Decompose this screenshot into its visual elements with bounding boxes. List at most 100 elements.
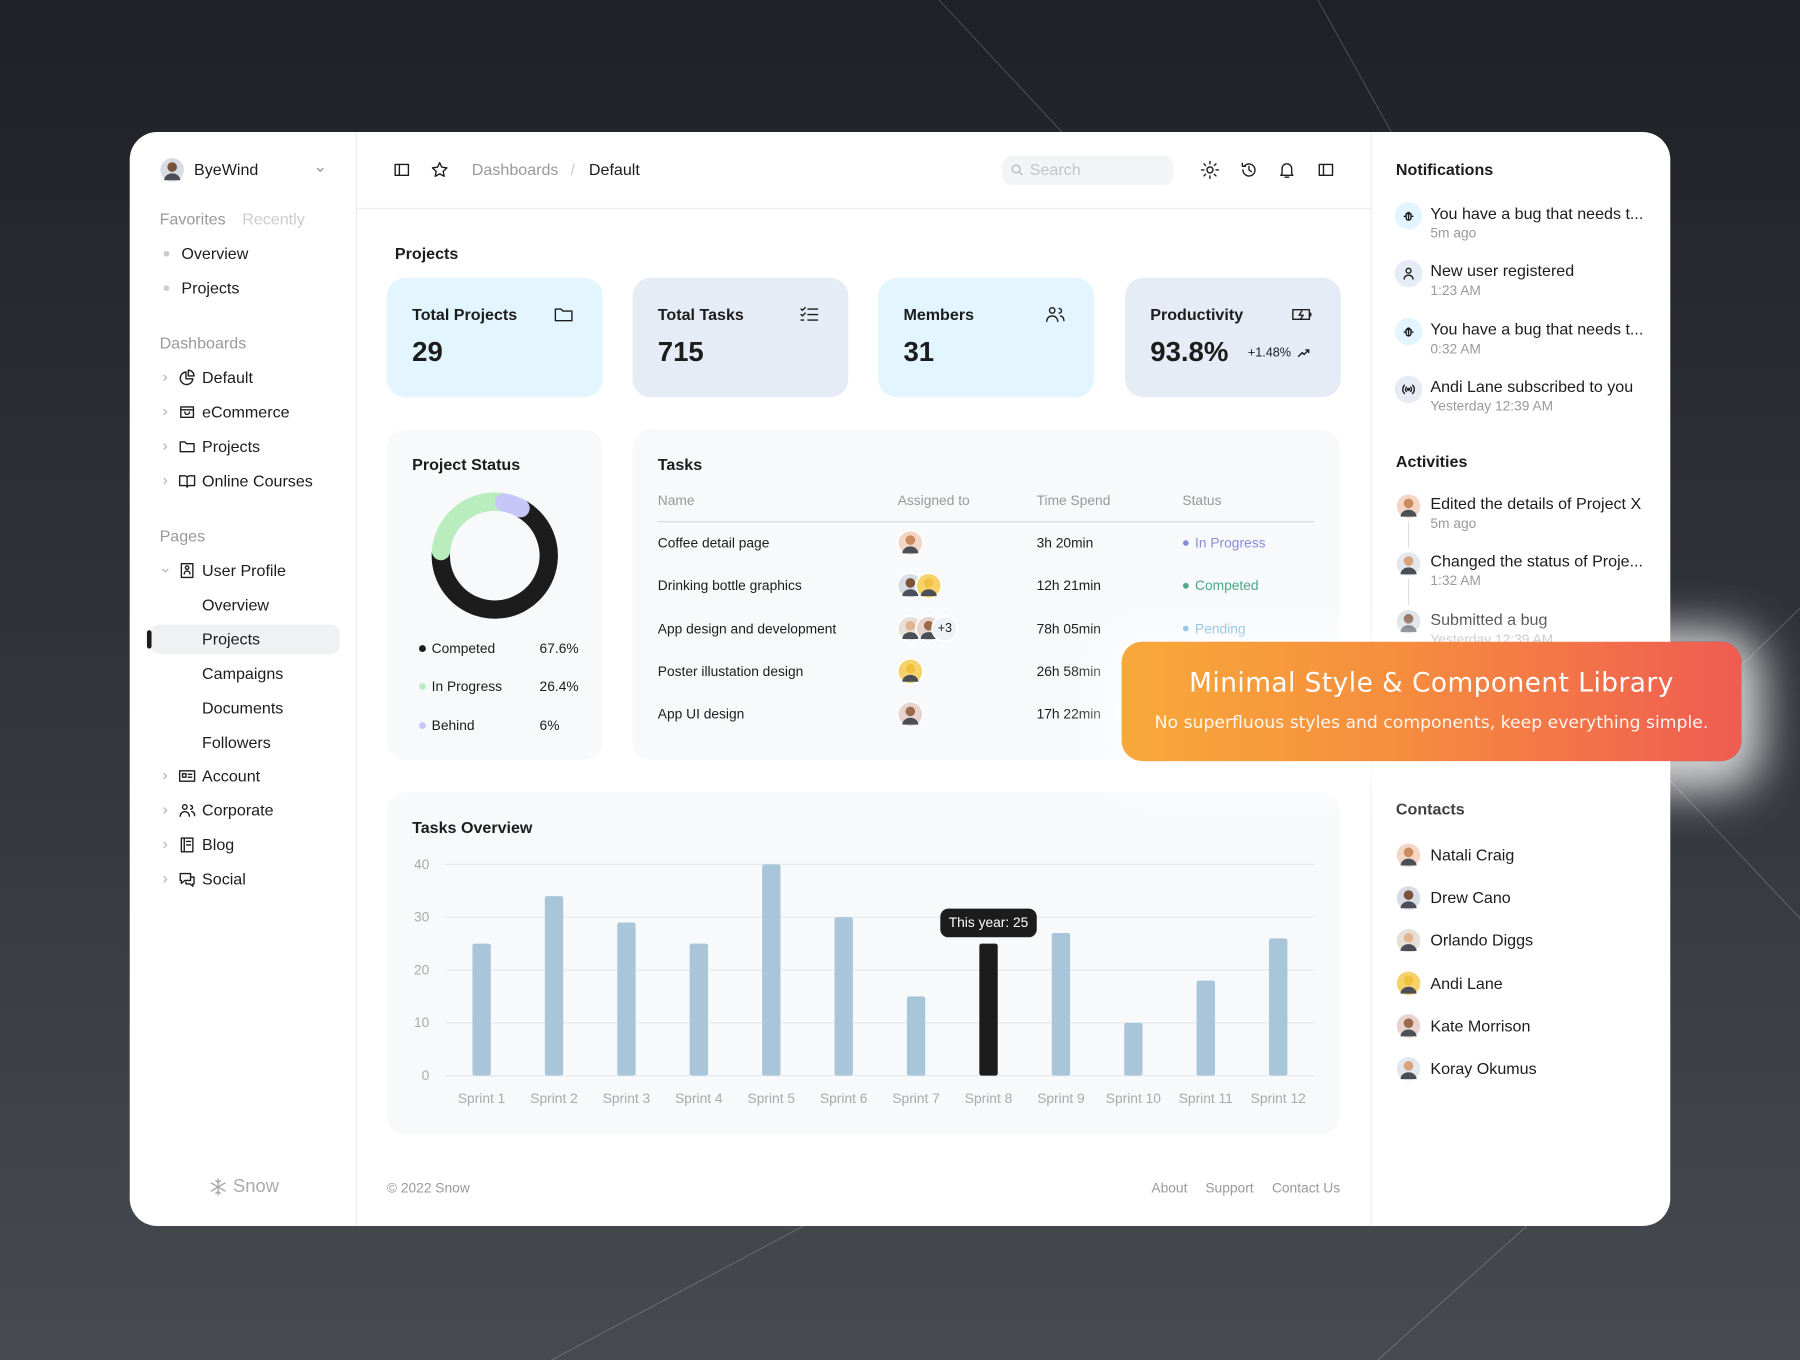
task-name: Poster illustation design xyxy=(657,663,804,680)
contact-name[interactable]: Orlando Diggs xyxy=(1430,930,1534,950)
card-icon xyxy=(1046,306,1065,323)
breadcrumb-separator: / xyxy=(570,160,576,179)
time-spent: 78h 05min xyxy=(1036,620,1101,637)
nav-item[interactable]: Projects xyxy=(181,278,240,297)
status-card xyxy=(386,429,603,760)
more-count: +3 xyxy=(937,621,952,635)
legend-label: In Progress xyxy=(431,678,503,695)
nav-icon xyxy=(180,837,194,853)
breadcrumb[interactable]: Default xyxy=(588,160,640,179)
nav-item[interactable]: Projects xyxy=(202,436,261,456)
x-tick-label: Sprint 11 xyxy=(1178,1090,1233,1107)
notification-icon xyxy=(1403,267,1414,280)
nav-subitem[interactable]: Projects xyxy=(202,629,261,649)
time-spent: 26h 58min xyxy=(1036,663,1101,680)
bar xyxy=(906,996,926,1076)
contact-avatar-head xyxy=(1403,975,1414,986)
card-value: 31 xyxy=(903,337,935,369)
footer-link[interactable]: About xyxy=(1151,1179,1188,1196)
contact-avatar-head xyxy=(1403,1061,1414,1071)
contact-name[interactable]: Drew Cano xyxy=(1430,888,1511,907)
footer-link[interactable]: Contact Us xyxy=(1271,1179,1341,1196)
nav-item[interactable]: Overview xyxy=(181,244,249,263)
y-tick-label: 20 xyxy=(414,961,430,978)
legend-dot xyxy=(419,722,426,729)
contact-avatar-head xyxy=(1403,847,1414,858)
bar xyxy=(544,896,564,1076)
nav-item[interactable]: Social xyxy=(202,869,246,889)
bullet xyxy=(163,250,170,257)
card-icon xyxy=(1292,309,1312,321)
topbar-button[interactable] xyxy=(1280,163,1294,178)
assignee-avatar-body xyxy=(902,717,919,725)
topbar-border xyxy=(357,207,1371,209)
card-value: 93.8% xyxy=(1150,337,1229,369)
bar xyxy=(762,864,781,1076)
nav-item[interactable]: Account xyxy=(202,766,261,785)
topbar-button[interactable] xyxy=(1241,162,1256,177)
nav-item[interactable]: Default xyxy=(202,368,253,387)
status-dot xyxy=(1182,625,1189,632)
copyright: © 2022 Snow xyxy=(386,1179,470,1196)
card-label: Total Projects xyxy=(412,304,518,324)
nav-item[interactable]: eCommerce xyxy=(202,402,290,421)
notification-text: New user registered xyxy=(1430,261,1575,281)
nav-icon xyxy=(180,406,195,418)
nav-subitem[interactable]: Followers xyxy=(202,733,271,752)
bg-line xyxy=(1317,0,1392,133)
user-menu-chevron[interactable] xyxy=(316,167,324,172)
contact-name[interactable]: Natali Craig xyxy=(1430,845,1515,864)
search-box[interactable] xyxy=(1002,156,1174,185)
card-title: Tasks xyxy=(657,455,703,474)
contact-avatar-body xyxy=(1400,901,1417,909)
chevron xyxy=(162,568,169,573)
contact-avatar-body xyxy=(1400,1029,1417,1037)
activity-time: 1:32 AM xyxy=(1430,572,1481,590)
brand-logo xyxy=(210,1178,226,1196)
more-badge xyxy=(931,615,959,643)
nav-item[interactable]: Corporate xyxy=(202,800,274,820)
topbar-button[interactable] xyxy=(1200,160,1220,180)
topbar-button[interactable] xyxy=(1318,163,1334,177)
assignee-avatar-head xyxy=(905,620,916,631)
user-avatar-head xyxy=(167,162,178,172)
column-header: Time Spend xyxy=(1036,492,1111,509)
assignee-avatar-head xyxy=(905,663,916,674)
contact-name[interactable]: Andi Lane xyxy=(1430,973,1503,993)
x-tick-label: Sprint 1 xyxy=(457,1090,506,1107)
trend-icon xyxy=(1297,349,1310,358)
contact-name[interactable]: Koray Okumus xyxy=(1430,1059,1537,1078)
nav-item[interactable]: Blog xyxy=(202,835,235,854)
status: Competed xyxy=(1195,577,1259,594)
nav-icon xyxy=(179,872,195,887)
footer-link[interactable]: Support xyxy=(1205,1179,1254,1196)
column-header: Name xyxy=(657,492,695,509)
chevron xyxy=(163,807,168,814)
card-label: Productivity xyxy=(1150,304,1244,324)
search-placeholder: Search xyxy=(1029,160,1081,179)
nav-subitem[interactable]: Documents xyxy=(202,698,284,718)
notification-text: You have a bug that needs t... xyxy=(1430,203,1644,223)
activity-time: 5m ago xyxy=(1430,515,1477,532)
x-tick-label: Sprint 8 xyxy=(964,1090,1013,1107)
bg-line xyxy=(938,0,1063,133)
nav-subitem[interactable]: Campaigns xyxy=(202,664,284,683)
time-spent: 12h 21min xyxy=(1036,577,1101,594)
contact-avatar-head xyxy=(1403,1018,1414,1028)
favorite-button[interactable] xyxy=(431,161,448,177)
nav-item[interactable]: Online Courses xyxy=(202,471,313,490)
contact-name[interactable]: Kate Morrison xyxy=(1430,1016,1531,1035)
legend-value: 67.6% xyxy=(539,640,579,657)
nav-subitem[interactable]: Overview xyxy=(202,595,270,614)
contact-avatar-body xyxy=(1400,858,1417,866)
banner-title: Minimal Style & Component Library xyxy=(1189,668,1674,699)
toggle-sidebar[interactable] xyxy=(394,163,410,177)
nav-item[interactable]: User Profile xyxy=(202,560,287,580)
bg-line xyxy=(1377,1225,1528,1360)
breadcrumb[interactable]: Dashboards xyxy=(471,160,559,179)
chevron xyxy=(163,841,168,849)
tab[interactable]: Favorites xyxy=(159,209,226,228)
x-tick-label: Sprint 2 xyxy=(530,1090,578,1107)
tab[interactable]: Recently xyxy=(242,209,305,228)
